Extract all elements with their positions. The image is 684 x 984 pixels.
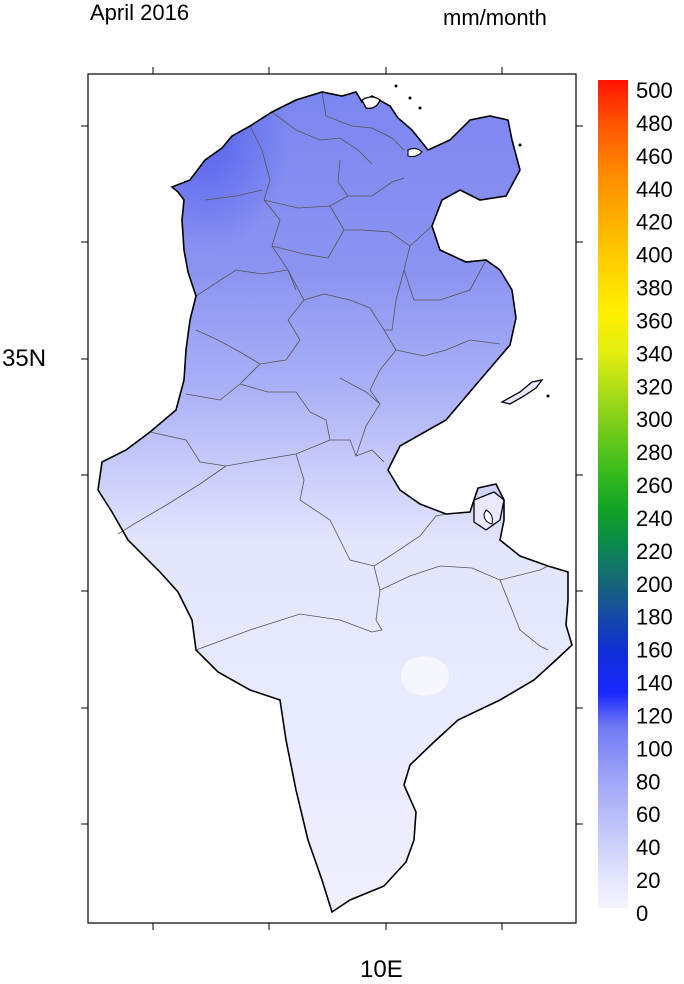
colorbar-label: 360 — [636, 308, 673, 333]
tunisia-landmass — [97, 84, 573, 914]
colorbar-label: 380 — [636, 276, 673, 301]
colorbar-label: 0 — [636, 901, 648, 926]
bay-gabes-lagoon — [483, 509, 493, 525]
colorbar-label: 280 — [636, 440, 673, 465]
colorbar-label: 240 — [636, 506, 673, 531]
colorbar-label: 300 — [636, 407, 673, 432]
colorbar-label: 40 — [636, 835, 660, 860]
djerba-island — [473, 491, 505, 531]
colorbar-label: 480 — [636, 111, 673, 136]
colorbar-label: 420 — [636, 210, 673, 235]
x-tick-label-10e: 10E — [360, 956, 403, 983]
governorate-borders — [117, 91, 549, 651]
colorbar-label: 440 — [636, 177, 673, 202]
y-tick-label-35n: 35N — [2, 345, 47, 372]
axis-ticks — [81, 67, 583, 930]
colorbar-label: 200 — [636, 572, 673, 597]
lake-tunis — [407, 147, 423, 158]
colorbar-label: 140 — [636, 671, 673, 696]
coastline — [97, 91, 573, 914]
colorbar-label: 120 — [636, 703, 673, 728]
colorbar-label: 80 — [636, 769, 660, 794]
map-title: April 2016 — [90, 0, 190, 25]
colorbar: 5004804604404204003803603403203002802602… — [598, 78, 673, 926]
colorbar-label: 320 — [636, 374, 673, 399]
colorbar-label: 400 — [636, 243, 673, 268]
lake-bizerte — [361, 96, 381, 109]
colorbar-label: 20 — [636, 868, 660, 893]
colorbar-fill — [598, 80, 628, 908]
map-frame — [87, 73, 577, 924]
colorbar-label: 160 — [636, 638, 673, 663]
colorbar-label: 220 — [636, 539, 673, 564]
units-label: mm/month — [443, 5, 547, 30]
colorbar-label: 460 — [636, 144, 673, 169]
colorbar-label: 60 — [636, 802, 660, 827]
colorbar-label: 180 — [636, 605, 673, 630]
colorbar-label: 260 — [636, 473, 673, 498]
colorbar-label: 100 — [636, 736, 673, 761]
colorbar-label: 500 — [636, 78, 673, 103]
colorbar-label: 340 — [636, 341, 673, 366]
kerkennah-islands — [500, 379, 544, 405]
